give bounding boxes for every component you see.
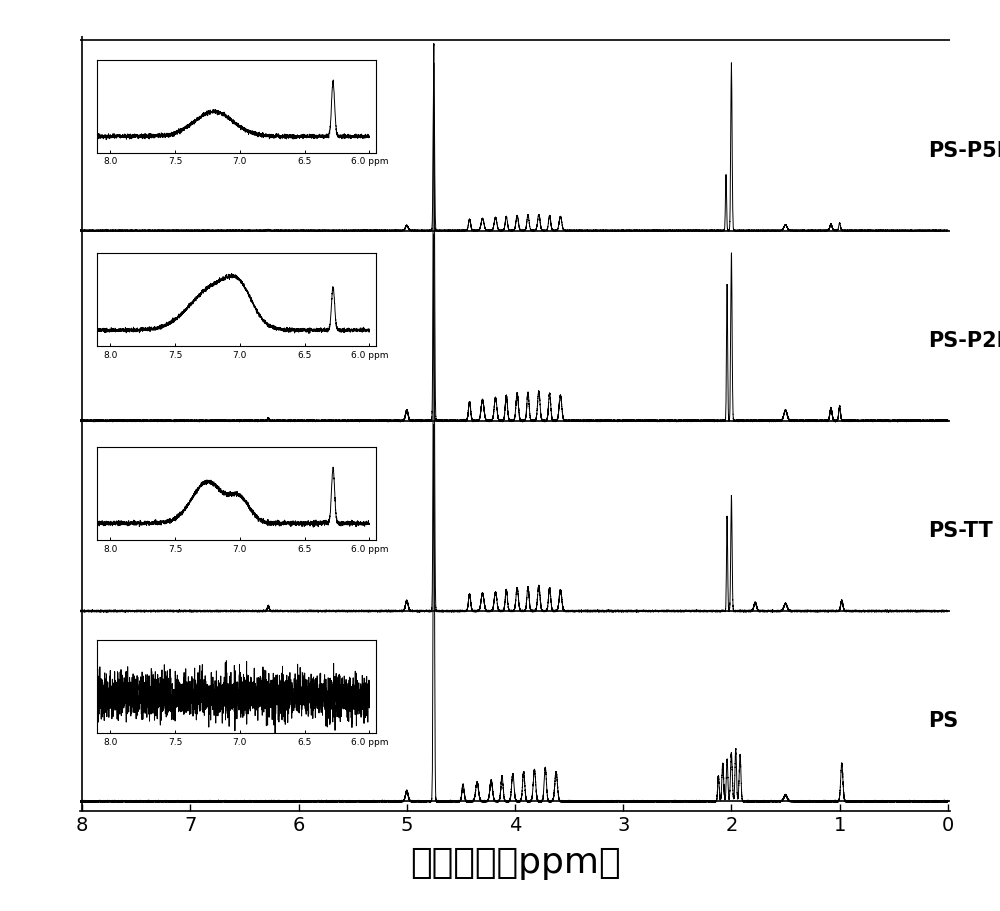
Text: PS-P2K-TT: PS-P2K-TT: [928, 331, 1000, 351]
Text: PS-TT: PS-TT: [928, 521, 993, 541]
Text: PS: PS: [928, 711, 959, 732]
Text: PS-P5K-TT: PS-P5K-TT: [928, 140, 1000, 160]
X-axis label: 化学漂移（ppm）: 化学漂移（ppm）: [410, 845, 620, 880]
